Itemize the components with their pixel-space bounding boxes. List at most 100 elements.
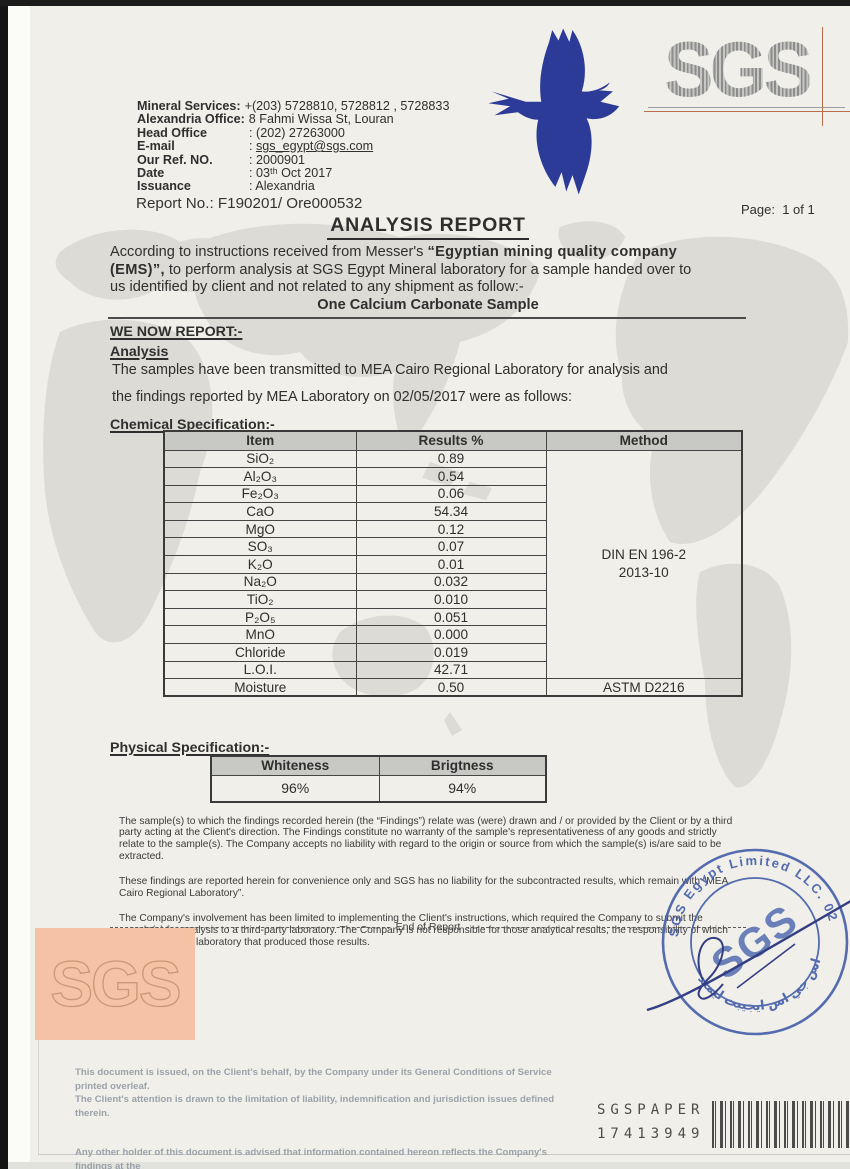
header-row: Our Ref. NO. : 2000901 (137, 152, 449, 167)
header-row: Mineral Services: +(203) 5728810, 572881… (137, 99, 450, 113)
scan-edge-top (0, 0, 850, 6)
method-line: DIN EN 196-2 (601, 547, 687, 563)
logo-microtext-line (648, 107, 845, 108)
table-row: 96% 94% (210, 774, 547, 803)
col-header-brightness: Brigtness (378, 755, 547, 776)
table-row: K₂O 0.01 (163, 555, 742, 574)
page-number: Page: 1 of 1 (741, 202, 815, 217)
table-row: P₂O₅ 0.051 (163, 607, 742, 627)
legal-paragraph: Any other holder of this document is adv… (75, 1146, 547, 1169)
intro-line: (EMS)”, to perform analysis at SGS Egypt… (110, 261, 692, 278)
item-cell: Al₂O₃ (163, 467, 357, 486)
table-row: SiO₂ 0.89 DIN EN 196-2 2013-10 (163, 449, 743, 680)
letterhead-contact-block: Mineral Services: +(203) 5728810, 572881… (137, 99, 450, 194)
barcode (712, 1101, 850, 1148)
result-cell: 0.032 (355, 572, 547, 592)
result-cell: 0.051 (355, 607, 547, 627)
result-cell: 54.34 (355, 502, 547, 521)
header-label: Head Office (137, 125, 207, 140)
stamp-inner-ring (690, 877, 820, 1007)
analysis-heading: Analysis (110, 344, 169, 360)
header-label: E-mail (137, 139, 175, 154)
legal-footer-box (38, 1040, 850, 1155)
header-value: : Alexandria (249, 179, 315, 194)
item-cell: CaO (163, 502, 357, 521)
intro-line: us identified by client and not related … (110, 279, 524, 296)
sgs-watermark-box: SGS (35, 928, 195, 1040)
item-cell: Fe₂O₃ (163, 484, 357, 504)
result-cell: 0.010 (355, 590, 547, 609)
item-cell: MgO (163, 519, 357, 539)
item-cell: SiO₂ (163, 449, 357, 469)
chemical-spec-heading: Chemical Specification:- (110, 417, 275, 433)
col-header-whiteness: Whiteness (210, 755, 380, 776)
item-cell: L.O.I. (163, 660, 357, 680)
legal-footer-text: This document is issued, on the Client's… (75, 1052, 575, 1169)
header-label: Date (137, 166, 165, 181)
scan-edge-bottom (8, 1162, 850, 1169)
registration-mark-horizontal (644, 111, 850, 112)
we-now-report-heading: WE NOW REPORT:- (110, 324, 243, 340)
client-name: (EMS)”, (110, 261, 165, 278)
result-cell: 0.019 (355, 643, 547, 662)
paper-label: SGSPAPER (597, 1102, 705, 1118)
col-header-results: Results % (355, 430, 547, 451)
method-line: 2013-10 (618, 565, 669, 581)
table-header-row: Whiteness Brigtness (210, 755, 547, 776)
result-cell: 0.07 (355, 537, 547, 557)
col-header-item: Item (163, 430, 357, 451)
end-of-report-divider: End of Report (110, 921, 747, 933)
paper-id-block: SGSPAPER 17413949 (597, 1098, 704, 1146)
whiteness-value: 96% (210, 774, 380, 803)
table-row: SO₃ 0.07 (163, 537, 742, 557)
header-row: E-mail : sgs_egypt@sgs.com (137, 139, 449, 154)
sgs-outline-text: SGS (50, 947, 182, 1020)
header-label: Our Ref. NO. (137, 152, 213, 167)
header-label: Alexandria Office: (137, 112, 245, 127)
header-value: 8 Fahmi Wissa St, Louran (248, 112, 394, 127)
result-cell: 0.06 (355, 484, 547, 504)
analysis-text-line: The samples have been transmitted to MEA… (112, 362, 668, 378)
table-row: TiO₂ 0.010 (163, 590, 742, 609)
result-cell: 0.000 (355, 625, 547, 645)
header-value: +(203) 5728810, 5728812 , 5728833 (244, 99, 450, 113)
sample-description: One Calcium Carbonate Sample (317, 297, 539, 313)
chemical-spec-table: Item Results % Method SiO₂ 0.89 DIN EN 1… (163, 430, 743, 698)
disclaimer-paragraph: The sample(s) to which the findings reco… (119, 815, 733, 862)
disclaimer-paragraph: These findings are reported herein for c… (119, 876, 729, 899)
stamp-outer-ring (661, 848, 849, 1036)
dashed-line (110, 926, 390, 928)
physical-spec-table: Whiteness Brigtness 96% 94% (210, 755, 547, 803)
email-address: sgs_egypt@sgs.com (256, 139, 374, 154)
result-cell: 42.71 (355, 660, 547, 680)
table-row: Moisture 0.50 ASTM D2216 (163, 678, 743, 697)
signature-stroke (736, 943, 796, 989)
table-header-row: Item Results % Method (163, 430, 743, 451)
item-cell: MnO (163, 625, 357, 645)
signature-scribble (697, 936, 724, 1000)
section-divider (108, 317, 746, 319)
item-cell: SO₃ (163, 537, 357, 557)
result-cell: 0.50 (355, 678, 547, 697)
item-cell: K₂O (163, 555, 357, 574)
disclaimer-block: The sample(s) to which the findings reco… (119, 804, 759, 962)
registration-mark-vertical (822, 27, 823, 126)
header-row: Head Office : (202) 27263000 (137, 125, 449, 140)
item-cell: TiO₂ (163, 590, 357, 609)
table-row: Chloride 0.019 (163, 643, 742, 662)
result-cell: 0.01 (355, 555, 547, 574)
report-number: Report No.: F190201/ Ore000532 (136, 195, 363, 212)
header-row: Alexandria Office: 8 Fahmi Wissa St, Lou… (137, 112, 449, 127)
brightness-value: 94% (378, 774, 547, 803)
header-value: : (202) 27263000 (249, 125, 345, 140)
result-cell: 0.12 (355, 519, 547, 539)
intro-paragraph: According to instructions received from … (110, 244, 755, 297)
signature-stroke (646, 900, 850, 1012)
item-cell: P₂O₅ (163, 607, 357, 627)
intro-line: According to instructions received from … (110, 244, 678, 260)
dashed-line (466, 926, 747, 928)
sgs-logo: SGS (664, 25, 813, 113)
company-stamp: SGS Egypt Limited LLC. 02 اس جي اس ايجيب… (646, 848, 850, 1036)
item-cell: Chloride (163, 643, 357, 662)
